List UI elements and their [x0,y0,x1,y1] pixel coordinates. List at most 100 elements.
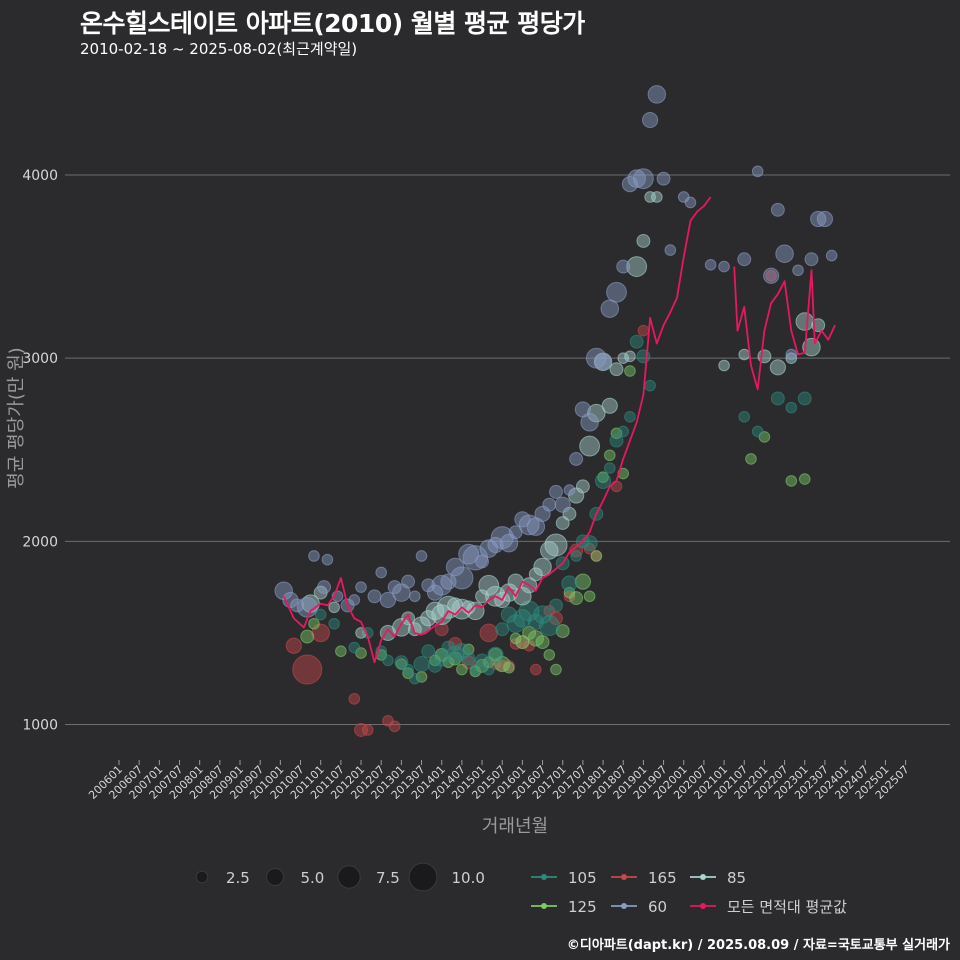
data-point-60 [594,353,612,370]
legend-label: 60 [648,898,667,916]
data-point-85 [528,567,543,582]
page-title: 온수힐스테이트 아파트(2010) 월별 평균 평당가 [80,9,585,38]
data-point-60 [348,594,361,606]
data-point-125 [550,663,562,676]
data-point-85 [431,604,453,625]
data-point-125 [597,471,609,484]
data-point-60 [569,451,584,466]
data-point-165 [530,663,542,676]
page-subtitle: 2010-02-18 ~ 2025-08-02(최근계약일) [80,40,358,58]
data-point-85 [738,348,751,361]
data-point-60 [816,210,834,228]
data-point-125 [503,661,515,674]
data-point-85 [478,574,500,596]
legend-label: 125 [568,898,597,916]
data-point-165 [354,723,368,737]
data-point-85 [601,397,618,414]
data-point-125 [522,625,537,640]
data-point-165 [637,324,650,337]
data-point-165 [479,623,499,643]
y-tick-label: 1000 [22,718,58,734]
data-point-105 [549,598,563,613]
data-point-85 [626,256,648,277]
data-point-165 [765,269,777,282]
data-point-105 [421,644,436,659]
data-point-105 [581,535,598,552]
data-point-165 [610,480,623,493]
data-point-85 [533,557,552,577]
data-point-125 [610,427,623,440]
data-point-60 [321,553,334,566]
data-point-85 [651,191,663,203]
data-point-85 [593,352,613,372]
data-point-60 [317,580,332,595]
data-point-85 [328,601,340,614]
data-point-105 [785,401,798,414]
data-point-125 [308,617,320,630]
data-point-85 [609,362,624,377]
data-point-85 [575,479,590,494]
data-point-105 [409,672,421,685]
data-point-60 [499,533,519,553]
data-point-105 [314,608,327,621]
data-point-60 [633,168,654,190]
data-point-60 [549,484,563,499]
data-point-60 [751,165,764,178]
data-point-60 [763,267,780,284]
data-point-60 [718,260,730,273]
data-point-60 [642,111,659,129]
data-point-60 [379,591,397,609]
data-point-105 [629,334,644,349]
data-point-60 [375,566,388,579]
legend-label: 105 [568,869,597,887]
data-point-60 [664,244,677,256]
data-point-125 [535,635,550,650]
data-point-60 [367,589,382,604]
x-axis-title: 거래년월 [482,816,548,837]
y-tick-label: 4000 [22,168,58,184]
data-point-105 [609,433,624,448]
data-point-60 [563,484,576,496]
data-point-105 [570,550,582,562]
data-point-60 [440,573,457,590]
y-tick-label: 3000 [22,351,58,367]
legend-label: 165 [648,869,677,887]
data-point-60 [737,252,752,267]
source-caption: ©디아파트(dapt.kr) / 2025.08.09 / 자료=국토교통부 실… [566,938,950,953]
data-point-125 [569,591,584,606]
data-point-85 [757,349,772,364]
data-point-105 [461,651,476,666]
data-point-85 [544,533,568,557]
data-point-105 [413,655,430,673]
data-point-85 [475,589,489,604]
data-point-60 [656,171,671,186]
data-point-105 [538,615,560,636]
legend-label: 85 [727,869,746,887]
data-point-60 [450,566,474,590]
average-line [282,196,836,664]
legend-dot [621,874,627,880]
data-point-60 [804,252,819,267]
data-point-60 [308,550,320,562]
data-point-125 [590,550,603,562]
data-point-85 [624,350,636,363]
data-point-125 [555,624,570,639]
data-point-60 [825,249,838,262]
data-point-85 [507,573,524,590]
data-point-165 [361,724,374,736]
legend-size-circle [337,865,361,889]
data-point-85 [617,352,630,364]
data-point-85 [769,359,786,376]
data-point-105 [594,472,612,489]
data-point-85 [636,233,651,248]
data-point-60 [415,550,428,562]
data-point-125 [335,645,347,658]
data-point-165 [285,637,302,654]
data-point-125 [456,663,468,676]
data-point-125 [745,453,757,465]
legend-dot [621,903,627,909]
data-point-60 [792,264,804,277]
legend-label: 모든 면적대 평균값 [727,898,847,916]
data-point-85 [579,435,601,457]
data-point-85 [425,601,445,621]
